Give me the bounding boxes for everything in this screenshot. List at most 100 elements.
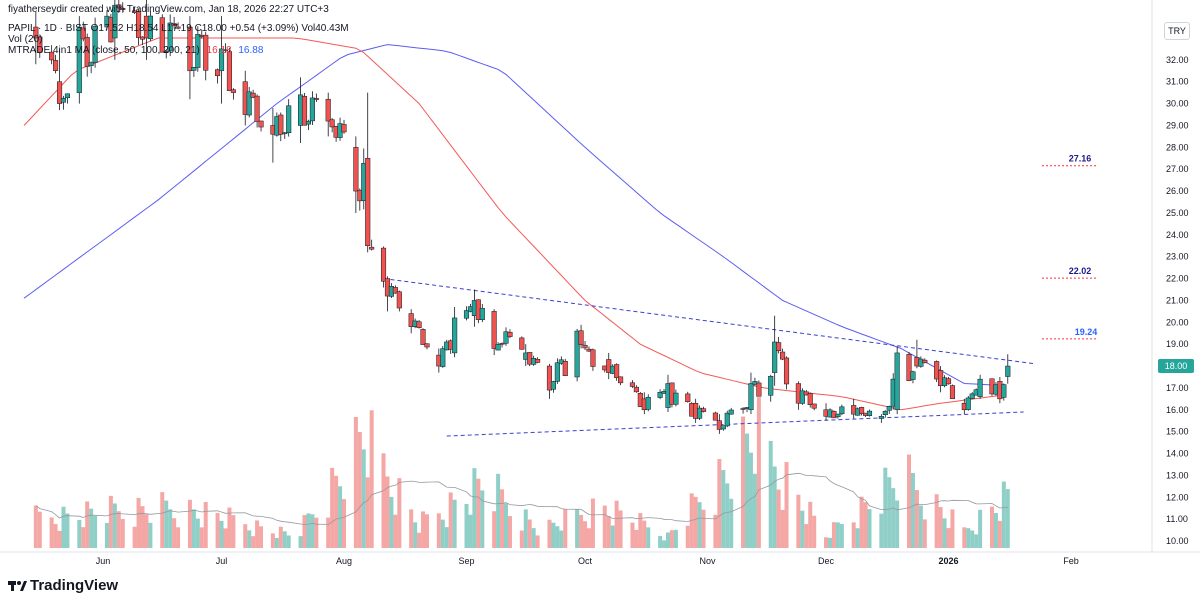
volume-bar: [247, 530, 252, 548]
volume-bar: [914, 490, 919, 548]
volume-bar: [527, 519, 532, 548]
volume-bar: [583, 521, 588, 548]
volume-bar: [547, 519, 552, 548]
volume-bar: [472, 468, 477, 548]
volume-bar: [907, 454, 912, 548]
candle-body: [203, 34, 209, 71]
volume-bar: [187, 499, 192, 548]
volume-bar: [342, 499, 347, 548]
candle-body: [353, 147, 359, 192]
volume-bar: [424, 514, 429, 548]
volume-bar: [910, 473, 915, 548]
currency-badge[interactable]: TRY: [1164, 22, 1190, 40]
candle-body: [365, 158, 371, 247]
y-tick-label: 14.00: [1166, 449, 1189, 459]
volume-bar: [65, 513, 70, 548]
volume-bar: [496, 473, 501, 548]
volume-bar: [808, 501, 813, 548]
candle-body: [554, 362, 560, 382]
volume-bar: [946, 528, 951, 548]
candle-body: [230, 89, 236, 93]
volume-bar: [796, 494, 801, 548]
volume-bar: [393, 514, 398, 548]
volume-bar: [855, 528, 860, 548]
volume-bar: [851, 522, 856, 548]
volume-bar: [555, 526, 560, 548]
candle-body: [965, 397, 971, 410]
candle-body: [282, 132, 288, 135]
candle-body: [440, 348, 446, 367]
candle-body: [286, 105, 292, 134]
candle-body: [629, 382, 635, 387]
candle-body: [712, 412, 718, 421]
last-price-label: 18.00: [1165, 361, 1188, 371]
volume-bar: [357, 431, 362, 548]
volume-bar: [685, 525, 690, 548]
volume-bar: [839, 524, 844, 548]
candle-body: [673, 392, 679, 405]
candle-body: [250, 92, 256, 98]
candle-body: [495, 344, 501, 351]
volume-bar: [918, 505, 923, 548]
volume-bar: [227, 507, 232, 548]
volume-bar: [606, 515, 611, 548]
candle-body: [894, 352, 900, 411]
volume-bar: [37, 511, 42, 548]
symbol-ohlc-legend: PAPIL · 1D · BIST O17.52 H18.54 L17.19 C…: [8, 23, 349, 34]
volume-bar: [365, 477, 370, 548]
chart-attribution: fiyatherseydir created with TradingView.…: [8, 4, 329, 15]
volume-bar: [231, 515, 236, 548]
candle-body: [535, 359, 541, 363]
candle-body: [491, 311, 497, 349]
candle-body: [756, 382, 762, 397]
y-tick-label: 13.00: [1166, 470, 1189, 480]
candle-body: [92, 26, 98, 63]
x-tick-label: Sep: [458, 556, 474, 566]
x-tick-label: Aug: [336, 556, 352, 566]
volume-bar: [33, 505, 38, 548]
candle-body: [550, 381, 556, 390]
volume-bar: [385, 476, 390, 548]
volume-bar: [338, 486, 343, 548]
candle-body: [886, 406, 892, 411]
candle-body: [309, 97, 315, 122]
candle-body: [37, 36, 43, 53]
volume-bar: [662, 540, 667, 548]
candle-body: [424, 343, 430, 348]
candle-body: [120, 8, 126, 10]
volume-bar: [938, 507, 943, 548]
volume-bar: [282, 531, 287, 548]
candle-body: [859, 407, 865, 414]
candle-body: [56, 81, 63, 104]
volume-bar: [132, 526, 137, 548]
candle-body: [84, 37, 90, 67]
volume-bar: [741, 416, 746, 548]
volume-bar: [223, 528, 228, 548]
volume-bar: [314, 517, 319, 548]
volume-bar: [812, 515, 817, 548]
candle-body: [341, 124, 347, 133]
volume-bar: [480, 490, 485, 548]
volume-bar: [997, 520, 1002, 548]
last-price-badge: [1158, 359, 1194, 374]
volume-bar: [642, 520, 647, 548]
ma-red-line: [23, 37, 1004, 411]
volume-bar: [563, 509, 568, 548]
volume-bar: [863, 502, 868, 548]
volume-bar: [966, 528, 971, 548]
candle-body: [590, 349, 596, 367]
volume-bar: [148, 522, 153, 548]
volume-bar: [361, 449, 366, 548]
candle-body: [396, 291, 402, 309]
volume-bar: [721, 470, 726, 548]
candle-body: [835, 413, 841, 418]
volume-bar: [306, 513, 311, 548]
candle-body: [479, 308, 485, 320]
candle-body: [369, 246, 375, 250]
volume-bar: [507, 516, 512, 548]
volume-bar: [1005, 489, 1010, 548]
candle-body: [195, 34, 201, 68]
volume-bar: [673, 529, 678, 548]
candle-body: [839, 406, 845, 415]
